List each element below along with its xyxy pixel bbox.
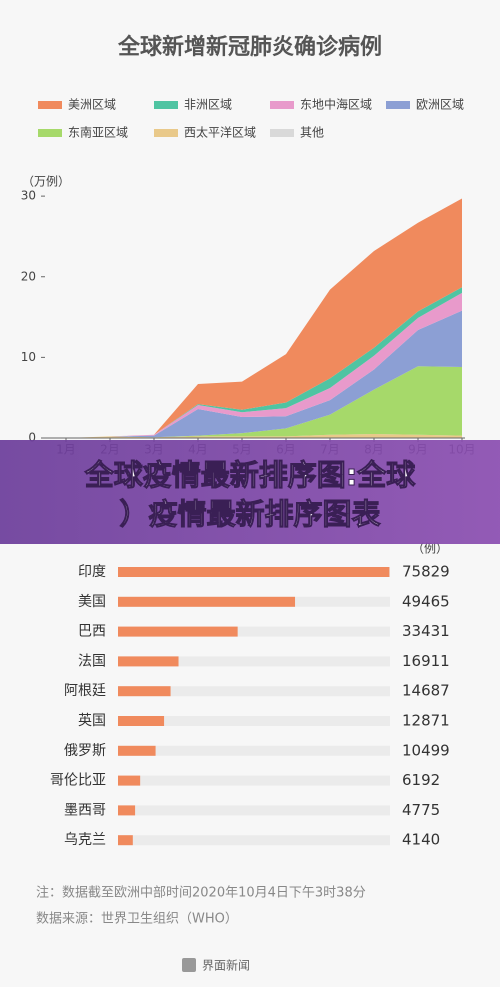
- bar-track: [118, 775, 390, 786]
- value-label: 10499: [402, 741, 450, 759]
- y-axis-label: （万例）: [22, 175, 70, 189]
- bar: [118, 775, 141, 786]
- footer-text: 界面新闻: [202, 958, 250, 973]
- unit-label: （例）: [412, 542, 448, 556]
- value-label: 33431: [402, 622, 450, 640]
- area: [66, 433, 462, 438]
- banner-line: 全球疫情最新排序图:全球: [84, 458, 417, 492]
- value-label: 4775: [402, 801, 440, 819]
- category-label: 乌克兰: [64, 832, 106, 848]
- legend-swatch: [270, 129, 294, 137]
- bar: [118, 567, 390, 577]
- legend-swatch: [38, 129, 62, 137]
- legend-label: 非洲区域: [184, 98, 232, 112]
- value-label: 14687: [402, 682, 450, 700]
- note: 注：数据截至欧洲中部时间2020年10月4日下午3时38分: [36, 886, 366, 901]
- legend-swatch: [38, 101, 62, 109]
- legend-swatch: [386, 101, 410, 109]
- bar: [118, 596, 296, 607]
- legend-swatch: [270, 101, 294, 109]
- banner-line: ）疫情最新排序图表: [119, 497, 380, 531]
- legend-label: 美洲区域: [68, 98, 116, 112]
- bar: [118, 835, 133, 846]
- y-tick-label: 20: [21, 269, 36, 283]
- category-label: 俄罗斯: [64, 743, 106, 759]
- bar-track: [118, 626, 390, 637]
- bar-track: [118, 835, 390, 846]
- bar: [118, 745, 156, 756]
- category-label: 法国: [78, 653, 106, 669]
- legend-label: 欧洲区域: [416, 98, 464, 112]
- bar-track: [118, 745, 390, 756]
- bar: [118, 656, 179, 667]
- value-label: 6192: [402, 771, 440, 789]
- legend-label: 其他: [300, 126, 324, 140]
- legend-label: 东南亚区域: [68, 125, 128, 140]
- bar-track: [118, 686, 390, 697]
- bar: [118, 805, 136, 816]
- area: [66, 198, 462, 438]
- area: [66, 287, 462, 438]
- category-label: 巴西: [78, 624, 106, 640]
- area-chart: 美洲区域非洲区域东地中海区域欧洲区域东南亚区域西太平洋区域其他01020301月…: [21, 97, 476, 457]
- legend-swatch: [154, 101, 178, 109]
- value-label: 75829: [402, 563, 450, 581]
- chart-title: 全球新增新冠肺炎确诊病例: [117, 34, 382, 60]
- legend-label: 东地中海区域: [300, 97, 372, 112]
- category-label: 英国: [78, 712, 106, 729]
- value-label: 49465: [402, 592, 450, 610]
- category-label: 墨西哥: [64, 802, 106, 818]
- bar-chart: 印度 75829 美国 49465 巴西 33431 法国 16911 阿根廷 14687 英国 12…: [50, 563, 450, 849]
- y-tick-label: 30: [21, 189, 36, 203]
- area: [66, 366, 462, 438]
- category-label: 阿根廷: [64, 683, 106, 699]
- bar: [118, 686, 171, 697]
- category-label: 美国: [78, 594, 106, 610]
- bar-track: [118, 656, 390, 667]
- legend-swatch: [154, 129, 178, 137]
- bar-track: [118, 716, 390, 726]
- value-label: 4140: [402, 831, 440, 849]
- category-label: 哥伦比亚: [50, 773, 106, 789]
- banner: [0, 440, 500, 544]
- area: [66, 310, 462, 438]
- note: 数据来源：世界卫生组织（WHO）: [36, 912, 238, 927]
- bar-track: [118, 805, 390, 816]
- legend-label: 西太平洋区域: [184, 125, 256, 140]
- y-tick-label: 10: [21, 350, 36, 364]
- value-label: 12871: [402, 712, 450, 730]
- bar: [118, 626, 238, 637]
- y-tick-label: 0: [28, 431, 36, 445]
- bar: [118, 716, 165, 726]
- value-label: 16911: [402, 652, 450, 670]
- category-label: 印度: [78, 564, 106, 580]
- footer-logo: [182, 958, 196, 972]
